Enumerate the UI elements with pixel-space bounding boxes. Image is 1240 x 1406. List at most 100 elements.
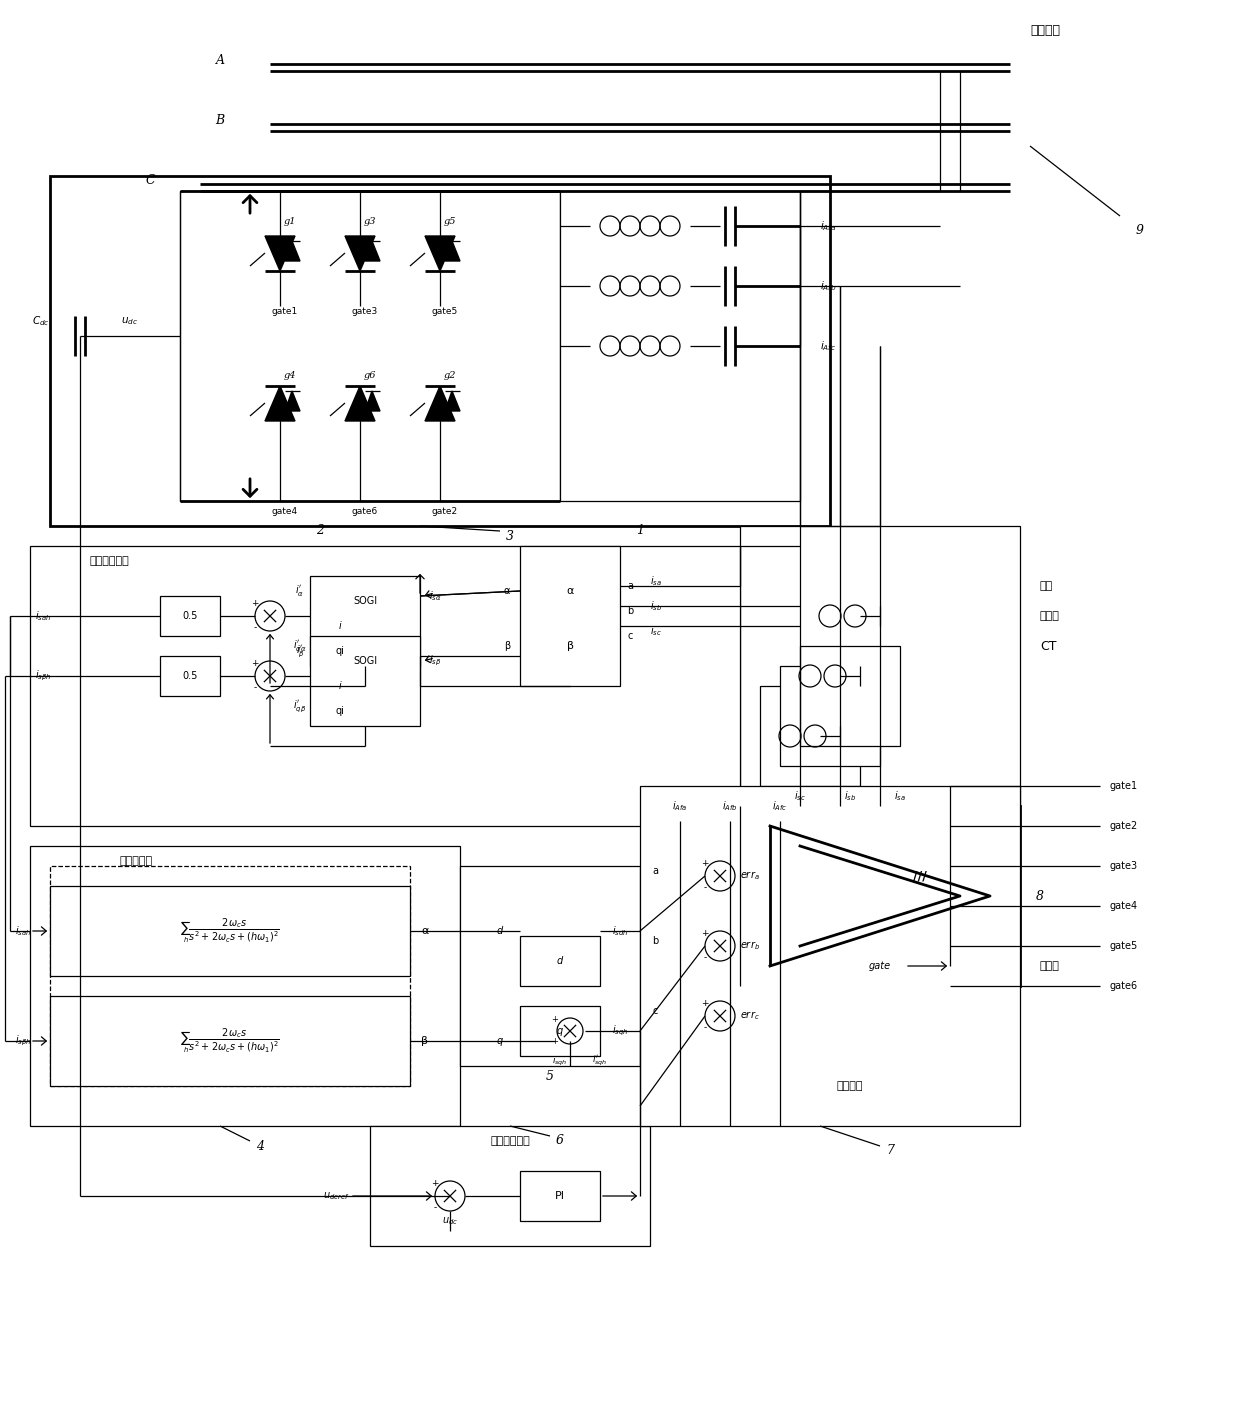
Text: i: i: [339, 681, 341, 690]
Text: 4: 4: [255, 1139, 264, 1153]
Text: 滞环控制: 滞环控制: [837, 1081, 863, 1091]
Text: $i_{sa}$: $i_{sa}$: [894, 789, 906, 803]
Text: α: α: [503, 586, 510, 596]
Text: gate1: gate1: [1110, 780, 1138, 792]
Text: g3: g3: [363, 217, 376, 225]
Text: g1: g1: [284, 217, 296, 225]
Text: 二阶滤波器: 二阶滤波器: [120, 856, 153, 866]
Text: gate3: gate3: [1110, 860, 1138, 870]
Text: $i_{sc}$: $i_{sc}$: [650, 624, 662, 638]
Text: $i_{sa}$: $i_{sa}$: [650, 574, 662, 588]
Text: -: -: [703, 953, 707, 963]
Text: 1: 1: [636, 524, 644, 537]
Text: +: +: [432, 1180, 439, 1188]
Text: $i_{sc}$: $i_{sc}$: [794, 789, 806, 803]
Text: +: +: [702, 1000, 709, 1008]
Text: $i_{Afc}$: $i_{Afc}$: [773, 799, 787, 813]
Text: $i_{Afb}$: $i_{Afb}$: [722, 799, 738, 813]
Bar: [740, 526, 1021, 806]
Text: $i_{q\beta}'$: $i_{q\beta}'$: [294, 699, 306, 714]
Text: $i_{\beta}'$: $i_{\beta}'$: [295, 643, 304, 659]
Text: -: -: [433, 1204, 436, 1212]
Text: $i_{Afb}$: $i_{Afb}$: [820, 280, 837, 292]
Text: d: d: [557, 956, 563, 966]
Text: qi: qi: [336, 645, 345, 657]
Text: gate5: gate5: [1110, 941, 1138, 950]
Polygon shape: [265, 236, 295, 271]
Polygon shape: [265, 387, 295, 420]
Text: CT: CT: [1040, 640, 1056, 652]
Text: 3: 3: [506, 530, 515, 543]
Text: $C_{dc}$: $C_{dc}$: [32, 314, 50, 328]
Text: 直流电压控制: 直流电压控制: [490, 1136, 529, 1146]
Text: $u_{dcref}$: $u_{dcref}$: [324, 1189, 350, 1202]
Text: $u_{dc}$: $u_{dc}$: [122, 315, 139, 328]
Text: +: +: [252, 599, 259, 609]
Text: i: i: [339, 621, 341, 631]
Text: -: -: [703, 1024, 707, 1032]
Bar: [310, 636, 420, 725]
Text: A: A: [216, 55, 224, 67]
Text: 9: 9: [1136, 225, 1145, 238]
Text: C: C: [145, 174, 155, 187]
Text: 谐波源: 谐波源: [1040, 960, 1060, 972]
Text: gate5: gate5: [432, 307, 458, 315]
Text: b: b: [652, 936, 658, 946]
Polygon shape: [285, 391, 300, 411]
Text: SOGI: SOGI: [353, 657, 377, 666]
Text: 5: 5: [546, 1070, 554, 1083]
Text: -: -: [703, 883, 707, 893]
Text: d: d: [497, 927, 503, 936]
Text: c: c: [627, 631, 632, 641]
Text: $err_a$: $err_a$: [740, 869, 760, 883]
Text: $i_{sdh}$: $i_{sdh}$: [611, 924, 629, 938]
Text: $err_c$: $err_c$: [740, 1010, 760, 1022]
Text: $i_{sb}$: $i_{sb}$: [650, 599, 662, 613]
Bar: [520, 936, 600, 986]
Text: $i_{q\alpha}'$: $i_{q\alpha}'$: [294, 638, 306, 654]
Text: 谐波电流提取: 谐波电流提取: [91, 555, 130, 567]
Text: 8: 8: [1035, 890, 1044, 903]
Bar: [740, 806, 1021, 986]
Text: +: +: [702, 859, 709, 869]
Text: α: α: [422, 927, 429, 936]
Text: $i_{s\beta}$: $i_{s\beta}$: [429, 654, 441, 668]
Text: +: +: [552, 1038, 558, 1046]
Text: $i_{s\alpha}$: $i_{s\alpha}$: [429, 589, 441, 603]
Polygon shape: [445, 391, 460, 411]
Text: 互感器: 互感器: [1040, 612, 1060, 621]
Text: b: b: [627, 606, 634, 616]
Text: +: +: [252, 659, 259, 668]
Polygon shape: [365, 240, 379, 262]
Text: +: +: [552, 1015, 558, 1025]
Text: $i_{sqh}$: $i_{sqh}$: [611, 1024, 629, 1038]
Text: q: q: [557, 1026, 563, 1036]
Text: $i_{s\beta h}$: $i_{s\beta h}$: [15, 1033, 31, 1049]
Bar: [800, 645, 900, 747]
Bar: [160, 596, 219, 636]
Text: gate2: gate2: [1110, 821, 1138, 831]
Text: g4: g4: [284, 371, 296, 381]
Bar: [520, 1171, 600, 1220]
Text: $err_b$: $err_b$: [740, 939, 760, 952]
Bar: [50, 866, 410, 1085]
Text: PI: PI: [556, 1191, 565, 1201]
Text: g2: g2: [444, 371, 456, 381]
Bar: [520, 1007, 600, 1056]
Text: g5: g5: [444, 217, 456, 225]
Bar: [50, 886, 410, 976]
Text: 0.5: 0.5: [182, 612, 197, 621]
Text: c: c: [652, 1007, 657, 1017]
Text: α: α: [567, 586, 574, 596]
Polygon shape: [445, 240, 460, 262]
Bar: [780, 666, 880, 766]
Text: gate3: gate3: [352, 307, 378, 315]
Bar: [160, 657, 219, 696]
Bar: [460, 866, 640, 1066]
Polygon shape: [425, 236, 455, 271]
Bar: [640, 786, 1021, 1126]
Text: q: q: [497, 1036, 503, 1046]
Text: B: B: [216, 114, 224, 128]
Bar: [30, 546, 740, 825]
Polygon shape: [345, 387, 374, 420]
